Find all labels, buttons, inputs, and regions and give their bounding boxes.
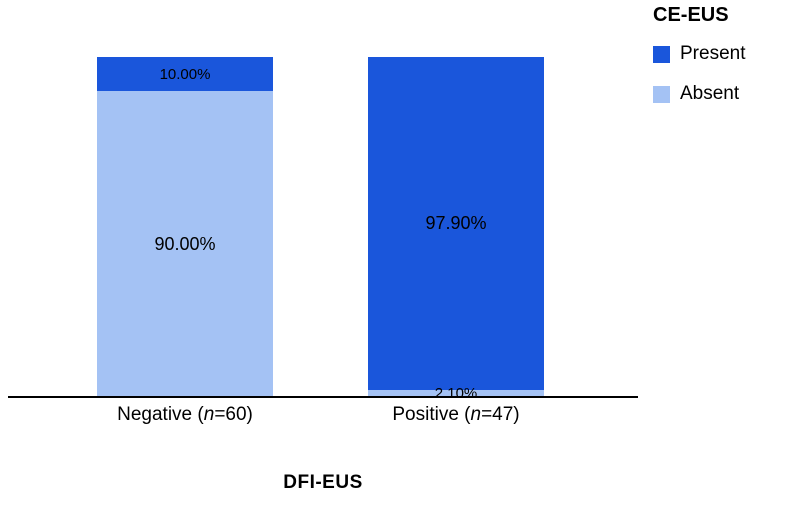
x-axis-line [8, 396, 638, 398]
tick-text: Negative ( [117, 404, 204, 425]
bar-positive-segment-present: 97.90% [368, 57, 544, 390]
bar-negative: 10.00% 90.00% [97, 57, 273, 397]
legend-title: CE-EUS [653, 4, 729, 26]
legend-label: Absent [680, 83, 740, 104]
x-tick-positive: Positive (n=47) [306, 404, 606, 426]
value-label: 10.00% [159, 65, 211, 83]
tick-text: =60) [214, 404, 253, 425]
tick-n-italic: n [470, 404, 482, 425]
tick-text: =47) [481, 404, 520, 425]
legend-label: Present [680, 43, 746, 64]
bar-positive: 97.90% 2.10% [368, 57, 544, 401]
bar-negative-segment-absent: 90.00% [97, 91, 273, 397]
legend-item-absent: Absent [653, 83, 798, 105]
legend-item-present: Present [653, 43, 798, 65]
value-label: 90.00% [154, 234, 216, 254]
tick-text: Positive ( [392, 404, 471, 425]
x-axis-title: DFI-EUS [283, 472, 363, 493]
present-swatch-icon [653, 45, 670, 63]
value-label: 97.90% [425, 213, 487, 234]
value-label: 2.10% [434, 384, 478, 402]
x-tick-negative: Negative (n=60) [35, 404, 335, 426]
tick-n-italic: n [203, 404, 215, 425]
legend: CE-EUS Present Absent [653, 4, 798, 123]
absent-swatch-icon [653, 85, 670, 103]
plot-area: 10.00% 90.00% 97.90% 2.10% [8, 57, 638, 401]
bar-negative-segment-present: 10.00% [97, 57, 273, 91]
